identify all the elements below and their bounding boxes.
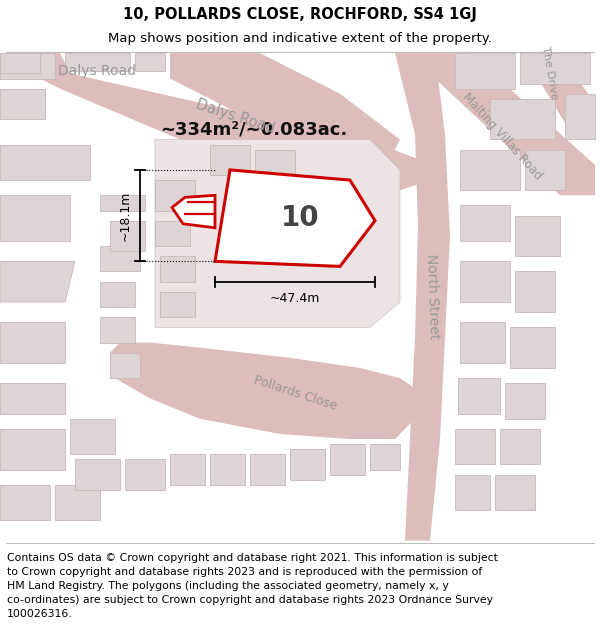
Polygon shape xyxy=(155,221,190,246)
Polygon shape xyxy=(0,53,55,79)
Polygon shape xyxy=(55,485,100,520)
Polygon shape xyxy=(250,454,285,485)
Polygon shape xyxy=(215,170,375,266)
Polygon shape xyxy=(370,444,400,469)
Polygon shape xyxy=(65,53,130,71)
Text: Dalys Road: Dalys Road xyxy=(194,96,277,136)
Text: Pollards Close: Pollards Close xyxy=(251,374,338,413)
Text: ~334m²/~0.083ac.: ~334m²/~0.083ac. xyxy=(160,120,347,138)
Polygon shape xyxy=(460,322,505,363)
Polygon shape xyxy=(110,352,140,378)
Polygon shape xyxy=(100,246,140,271)
Text: ~47.4m: ~47.4m xyxy=(270,292,320,305)
Polygon shape xyxy=(100,282,135,307)
Polygon shape xyxy=(70,419,115,454)
Polygon shape xyxy=(170,454,205,485)
Text: ~18.1m: ~18.1m xyxy=(119,191,132,241)
Polygon shape xyxy=(0,144,90,180)
Polygon shape xyxy=(525,149,565,190)
Polygon shape xyxy=(0,485,50,520)
Polygon shape xyxy=(160,256,195,282)
Text: to Crown copyright and database rights 2023 and is reproduced with the permissio: to Crown copyright and database rights 2… xyxy=(7,568,482,578)
Polygon shape xyxy=(100,195,145,211)
Polygon shape xyxy=(160,292,195,317)
Polygon shape xyxy=(290,449,325,480)
Polygon shape xyxy=(125,459,165,490)
Polygon shape xyxy=(172,195,215,228)
Polygon shape xyxy=(170,53,400,160)
Polygon shape xyxy=(0,429,65,469)
Polygon shape xyxy=(500,429,540,464)
Text: 10, POLLARDS CLOSE, ROCHFORD, SS4 1GJ: 10, POLLARDS CLOSE, ROCHFORD, SS4 1GJ xyxy=(123,8,477,22)
Polygon shape xyxy=(0,53,40,73)
Text: 100026316.: 100026316. xyxy=(7,609,73,619)
Polygon shape xyxy=(75,459,120,490)
Polygon shape xyxy=(460,206,510,241)
Polygon shape xyxy=(0,261,75,302)
Polygon shape xyxy=(455,474,490,510)
Polygon shape xyxy=(490,99,555,139)
Text: The Drive: The Drive xyxy=(541,46,560,101)
Polygon shape xyxy=(520,53,590,84)
Polygon shape xyxy=(435,53,595,195)
Polygon shape xyxy=(395,53,450,541)
Polygon shape xyxy=(210,144,250,175)
Text: 10: 10 xyxy=(281,204,319,232)
Text: Contains OS data © Crown copyright and database right 2021. This information is : Contains OS data © Crown copyright and d… xyxy=(7,553,498,563)
Polygon shape xyxy=(565,94,595,139)
Text: Malting Villas Road: Malting Villas Road xyxy=(460,91,544,182)
Polygon shape xyxy=(100,317,135,342)
Polygon shape xyxy=(135,53,165,71)
Polygon shape xyxy=(455,429,495,464)
Polygon shape xyxy=(0,195,70,241)
Polygon shape xyxy=(515,216,560,256)
Polygon shape xyxy=(0,89,45,119)
Polygon shape xyxy=(515,271,555,312)
Polygon shape xyxy=(0,383,65,414)
Polygon shape xyxy=(455,53,515,89)
Text: North Street: North Street xyxy=(424,254,440,340)
Text: HM Land Registry. The polygons (including the associated geometry, namely x, y: HM Land Registry. The polygons (includin… xyxy=(7,581,449,591)
Polygon shape xyxy=(460,261,510,302)
Text: co-ordinates) are subject to Crown copyright and database rights 2023 Ordnance S: co-ordinates) are subject to Crown copyr… xyxy=(7,595,493,605)
Polygon shape xyxy=(0,53,430,190)
Polygon shape xyxy=(110,342,420,439)
Polygon shape xyxy=(155,139,400,328)
Polygon shape xyxy=(330,444,365,474)
Polygon shape xyxy=(110,221,145,251)
Polygon shape xyxy=(0,322,65,363)
Polygon shape xyxy=(495,474,535,510)
Polygon shape xyxy=(460,149,520,190)
Polygon shape xyxy=(510,328,555,368)
Text: Map shows position and indicative extent of the property.: Map shows position and indicative extent… xyxy=(108,32,492,45)
Polygon shape xyxy=(505,383,545,419)
Polygon shape xyxy=(155,180,195,211)
Polygon shape xyxy=(458,378,500,414)
Polygon shape xyxy=(255,149,295,180)
Polygon shape xyxy=(210,454,245,485)
Text: Dalys Road: Dalys Road xyxy=(58,64,136,78)
Polygon shape xyxy=(535,53,595,139)
